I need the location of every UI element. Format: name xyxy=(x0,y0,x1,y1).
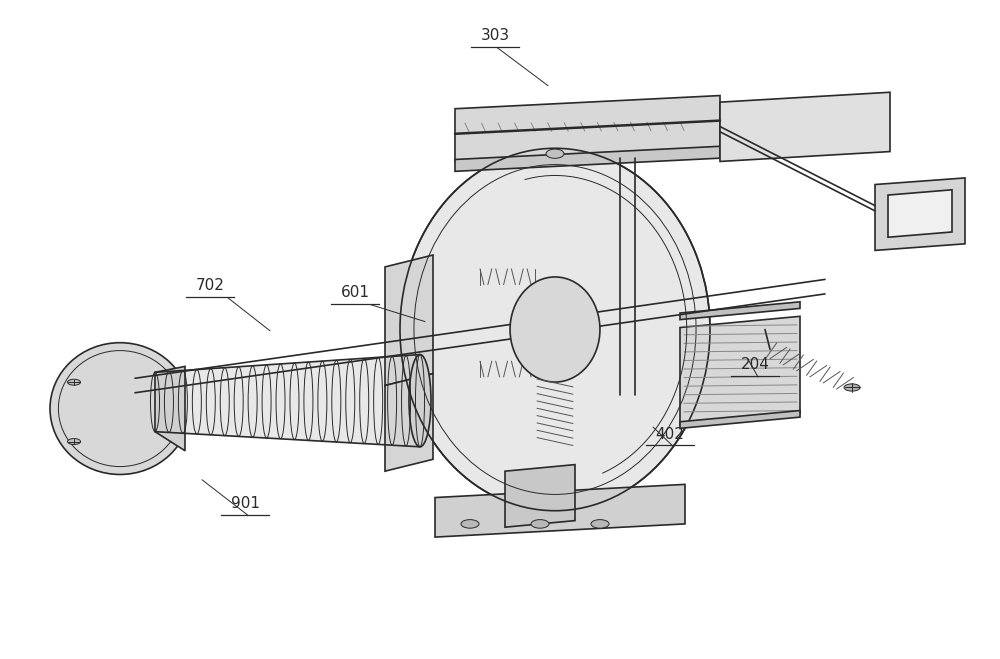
Polygon shape xyxy=(155,355,420,447)
Polygon shape xyxy=(888,190,952,237)
Ellipse shape xyxy=(844,384,860,391)
Polygon shape xyxy=(385,255,433,386)
Ellipse shape xyxy=(510,277,600,382)
Text: 901: 901 xyxy=(230,496,260,511)
Text: 601: 601 xyxy=(340,285,370,300)
Text: 303: 303 xyxy=(480,28,510,43)
Text: 702: 702 xyxy=(196,278,224,293)
Ellipse shape xyxy=(50,343,190,474)
Text: 204: 204 xyxy=(741,357,769,372)
Polygon shape xyxy=(680,316,800,425)
Polygon shape xyxy=(455,146,720,171)
Ellipse shape xyxy=(531,519,549,529)
Ellipse shape xyxy=(409,355,431,447)
Polygon shape xyxy=(875,178,965,250)
Polygon shape xyxy=(680,411,800,428)
Ellipse shape xyxy=(461,519,479,529)
Polygon shape xyxy=(155,366,185,451)
Polygon shape xyxy=(680,302,800,320)
Ellipse shape xyxy=(68,380,80,385)
Polygon shape xyxy=(720,92,890,161)
Text: 402: 402 xyxy=(656,426,684,442)
Ellipse shape xyxy=(68,439,80,444)
Ellipse shape xyxy=(546,149,564,158)
Polygon shape xyxy=(505,465,575,527)
Ellipse shape xyxy=(400,148,710,511)
Polygon shape xyxy=(435,484,685,537)
Polygon shape xyxy=(385,374,433,471)
Ellipse shape xyxy=(591,519,609,529)
Polygon shape xyxy=(455,96,720,161)
